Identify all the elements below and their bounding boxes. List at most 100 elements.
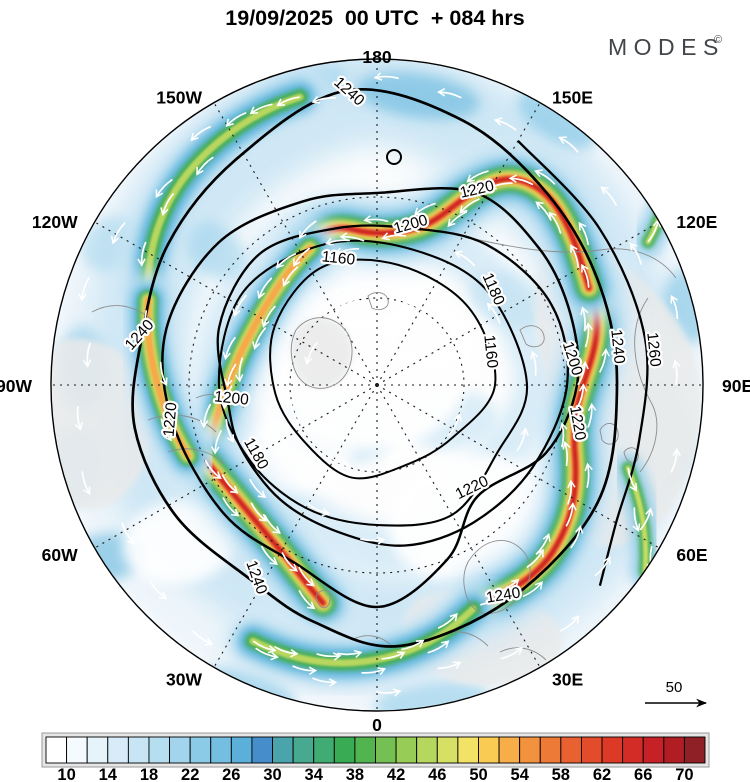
wind-arrow-icon (257, 277, 273, 300)
colorbar-cell (169, 736, 191, 764)
contour-label: 1260 (643, 331, 664, 367)
wind-arrow-icon (307, 502, 331, 517)
longitude-label-90E: 90E (722, 376, 750, 396)
wind-arrow-icon (647, 218, 662, 243)
colorbar-cell (313, 736, 335, 764)
wind-arrow-icon (316, 652, 342, 661)
wind-arrow-icon (570, 244, 580, 269)
wind-arrows (74, 72, 681, 697)
wind-arrow-icon (424, 526, 448, 537)
colorbar-tick-label: 38 (346, 766, 364, 782)
wind-arrow-icon (199, 403, 212, 429)
colorbar-cell (457, 736, 479, 764)
wind-arrow-icon (211, 430, 222, 455)
wind-arrow-icon (530, 350, 539, 376)
wind-arrow-icon (137, 241, 147, 267)
wind-arrow-icon (387, 449, 412, 459)
wind-arrow-icon (276, 96, 300, 107)
wind-arrow-icon (252, 327, 267, 350)
wind-arrow-icon (632, 507, 641, 533)
wind-arrow-icon (459, 198, 480, 214)
wind-arrow-icon (534, 169, 556, 185)
colorbar-tick-label: 50 (469, 766, 487, 782)
colorbar-cell (230, 736, 253, 764)
wind-arrow-icon (560, 615, 580, 632)
wind-arrow-icon (222, 336, 236, 361)
wind-arrow-icon (567, 479, 576, 505)
wind-arrow-icon (110, 222, 126, 245)
colorbar: 10 14 18 22 26 30 34 38 42 46 50 54 58 62 66 70 (41, 732, 710, 782)
wind-arrow-icon (336, 299, 361, 310)
wind-arrow-icon (311, 95, 337, 104)
wind-arrow-icon (526, 548, 544, 568)
wind-arrow-icon (639, 507, 654, 531)
wind-arrow-icon (440, 348, 450, 372)
wind-speed-shading (51, 59, 703, 711)
wind-arrow-icon (465, 471, 484, 490)
wind-arrow-icon (275, 253, 297, 269)
wind-arrow-icon (141, 310, 150, 336)
contour-label: 1240 (607, 328, 628, 364)
colorbar-cell (601, 736, 624, 764)
wind-arrow-icon (576, 383, 588, 408)
colorbar-tick-label: 66 (634, 766, 652, 782)
wind-arrow-icon (249, 478, 267, 498)
colorbar-cell (622, 736, 644, 764)
wind-arrow-icon (402, 223, 427, 232)
wind-arrow-icon (562, 440, 571, 467)
longitude-label-30W: 30W (166, 669, 202, 689)
wind-arrow-icon (516, 427, 529, 452)
colorbar-cell (292, 736, 315, 764)
wind-arrow-icon (250, 502, 268, 522)
colorbar-cell (189, 736, 212, 764)
wind-arrow-icon (360, 536, 386, 545)
page-title: 19/09/2025 00 UTC + 084 hrs (225, 6, 524, 30)
wind-arrow-icon (548, 211, 562, 234)
longitude-label-150E: 150E (552, 88, 593, 108)
wind-arrow-icon (298, 590, 316, 610)
colorbar-cell (683, 736, 706, 764)
wind-arrow-icon (578, 221, 589, 246)
longitude-label-0: 0 (372, 715, 382, 735)
wind-arrow-icon (78, 277, 90, 302)
wind-arrow-icon (82, 342, 92, 368)
wind-arrow-icon (599, 348, 610, 373)
wind-arrow-icon (577, 360, 589, 386)
wind-arrow-icon (581, 263, 590, 288)
colorbar-cell (66, 736, 88, 764)
colorbar-cell (663, 736, 685, 764)
wind-arrow-icon (220, 385, 233, 410)
wind-arrow-icon (304, 342, 318, 366)
wind-arrow-icon (670, 294, 679, 320)
wind-arrow-icon (558, 136, 579, 153)
colorbar-tick-label: 22 (181, 766, 199, 782)
colorbar-tick-label: 14 (99, 766, 118, 782)
wind-arrow-icon (600, 186, 617, 206)
wind-arrow-icon (488, 181, 513, 190)
colorbar-cell (560, 736, 582, 764)
colorbar-cell (210, 736, 232, 764)
colorbar-tick-label: 70 (675, 766, 693, 782)
colorbar-cell (107, 736, 129, 764)
wind-arrow-icon (221, 474, 239, 494)
colorbar-cell (333, 736, 356, 764)
wind-arrow-icon (376, 688, 402, 697)
wind-arrow-icon (493, 117, 517, 131)
wind-arrow-icon (159, 361, 168, 387)
colorbar-tick-label: 42 (387, 766, 405, 782)
wind-arrow-icon (261, 545, 279, 565)
wind-arrow-icon (363, 215, 389, 224)
brand-copyright-mark: © (714, 34, 722, 46)
colorbar-cell (354, 736, 376, 764)
wind-arrow-icon (253, 640, 277, 654)
map-boundary-circle (50, 58, 704, 712)
wind-arrow-icon (281, 552, 299, 572)
contour-label: 1160 (321, 248, 356, 268)
wind-arrow-icon (81, 471, 91, 495)
wind-arrow-icon (437, 661, 462, 670)
wind-arrow-icon (373, 72, 399, 81)
wind-arrow-icon (587, 402, 597, 428)
colorbar-tick-label: 58 (552, 766, 570, 782)
wind-arrow-icon (427, 640, 450, 654)
